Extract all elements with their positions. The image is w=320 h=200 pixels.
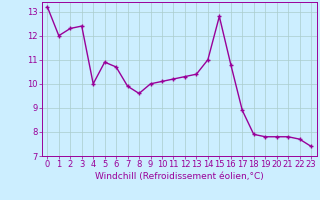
- X-axis label: Windchill (Refroidissement éolien,°C): Windchill (Refroidissement éolien,°C): [95, 172, 264, 181]
